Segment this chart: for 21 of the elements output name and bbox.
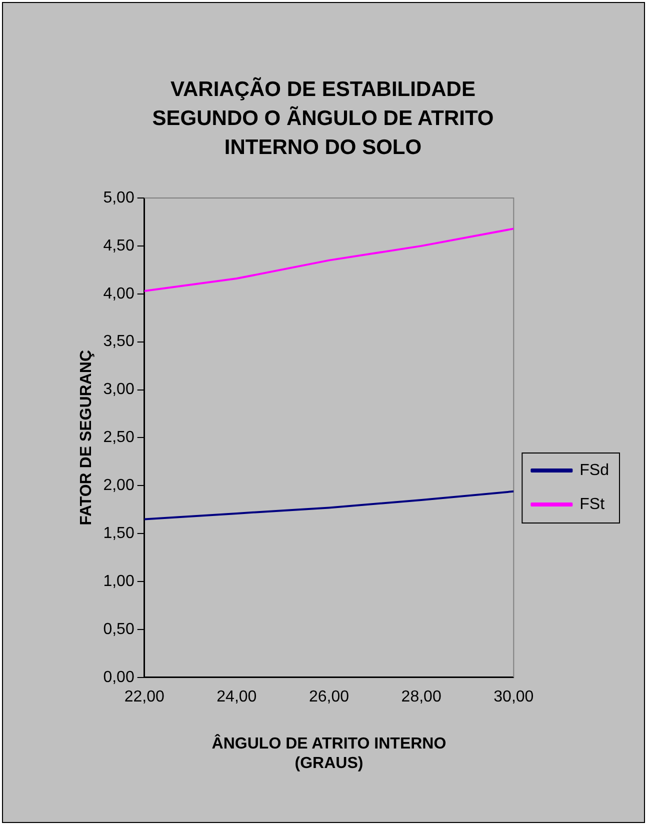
y-tick-label: 2,50 (103, 429, 134, 446)
x-tick-label: 22,00 (124, 688, 164, 706)
y-tick-label: 2,00 (103, 477, 134, 494)
legend-label: FSt (580, 496, 606, 513)
y-axis-title: FATOR DE SEGURANÇ (78, 350, 96, 526)
y-tick-label: 1,50 (103, 524, 134, 542)
chart-title: VARIAÇÃO DE ESTABILIDADE SEGUNDO O ÃNGULO DE ATRITO INTERNO DO SOLO (151, 76, 495, 161)
y-tick-label: 3,00 (103, 381, 134, 398)
y-tick-label: 5,00 (103, 189, 134, 206)
y-tick-label: 4,50 (103, 237, 134, 254)
y-tick-label: 0,50 (103, 620, 134, 638)
x-tick-label: 26,00 (308, 688, 350, 706)
x-tick-label: 30,00 (494, 688, 534, 706)
x-axis-title: ÂNGULO DE ATRITO INTERNO (GRAUS) (212, 734, 446, 772)
x-tick-label: 28,00 (401, 688, 442, 706)
legend-label: FSd (580, 462, 609, 479)
y-tick-label: 3,50 (103, 333, 134, 350)
y-tick-label: 1,00 (103, 572, 134, 590)
y-tick-label: 4,00 (103, 285, 134, 302)
x-tick-label: 24,00 (216, 688, 257, 706)
y-tick-label: 0,00 (103, 668, 134, 686)
